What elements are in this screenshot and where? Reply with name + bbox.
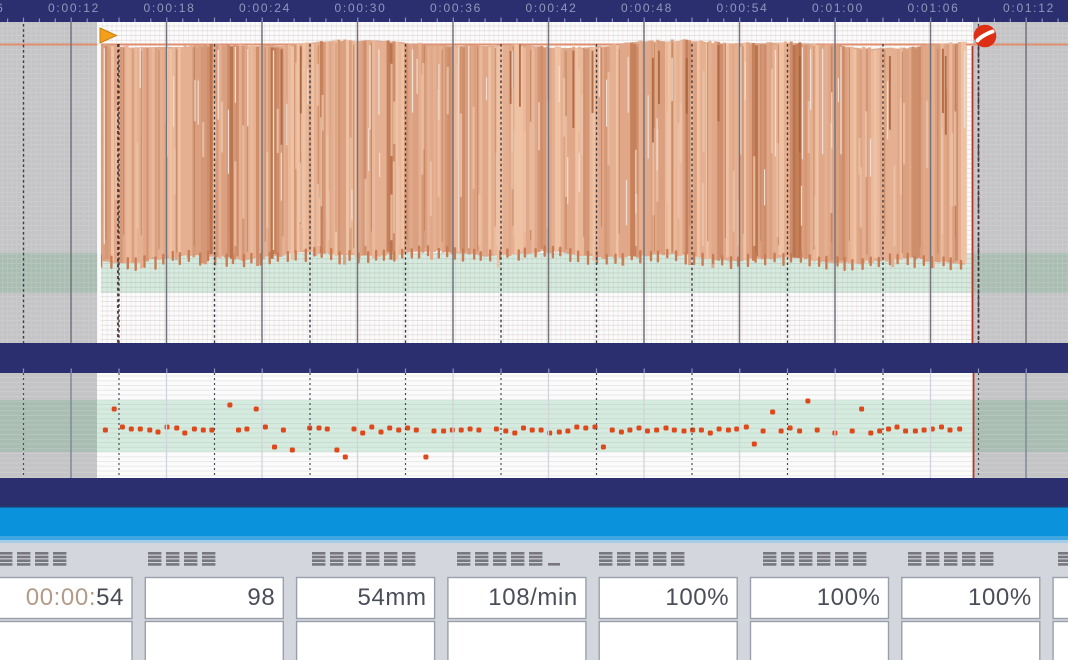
svg-text:98: 98 [247, 584, 275, 611]
svg-text:100%: 100% [817, 584, 881, 611]
svg-text:0:00:42: 0:00:42 [526, 1, 578, 15]
svg-text:0:01:12: 0:01:12 [1003, 1, 1055, 15]
svg-text:0:01:00: 0:01:00 [812, 1, 864, 15]
svg-text:0:00:30: 0:00:30 [335, 1, 387, 15]
svg-text:0:00:18: 0:00:18 [144, 1, 196, 15]
svg-text:0:01:06: 0:01:06 [908, 1, 960, 15]
svg-text:0:00:24: 0:00:24 [239, 1, 291, 15]
svg-text:0:00:48: 0:00:48 [621, 1, 673, 15]
svg-text:00:00:54: 00:00:54 [26, 584, 124, 611]
svg-text:0:00:06: 0:00:06 [0, 1, 4, 15]
svg-text:100%: 100% [968, 584, 1032, 611]
svg-text:54mm: 54mm [358, 584, 427, 611]
svg-text:0:00:36: 0:00:36 [430, 1, 482, 15]
svg-text:0:00:12: 0:00:12 [48, 1, 100, 15]
svg-text:108/min: 108/min [488, 584, 578, 611]
svg-text:100%: 100% [665, 584, 729, 611]
svg-text:0:00:54: 0:00:54 [717, 1, 769, 15]
